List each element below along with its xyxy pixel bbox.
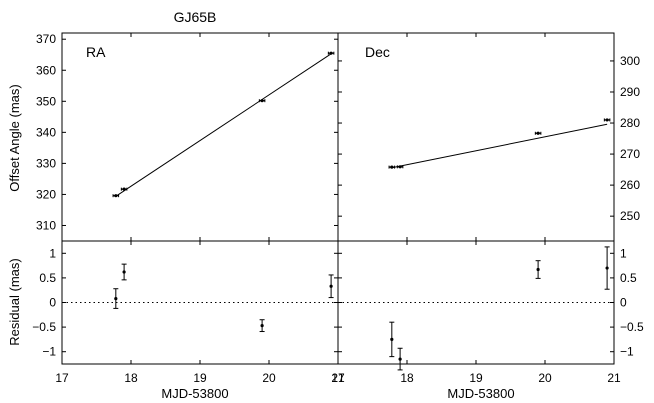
point-marker bbox=[605, 266, 609, 270]
x-tick-label: 19 bbox=[193, 371, 207, 385]
dec-residual-panel: 1 0.5 0 −0.5 −1 17 18 19 20 21 bbox=[331, 240, 644, 385]
y-tick-label: 0.5 bbox=[39, 271, 56, 285]
right-x-axis-label: MJD-53800 bbox=[447, 386, 514, 401]
data-point bbox=[534, 131, 542, 135]
x-tick-label: 17 bbox=[55, 371, 69, 385]
point-marker bbox=[114, 296, 118, 301]
x-tick-label: 21 bbox=[607, 371, 621, 385]
data-point bbox=[388, 165, 396, 169]
y-tick-label: 290 bbox=[620, 85, 640, 99]
y-tick-label: 270 bbox=[620, 147, 640, 161]
dec-top-frame bbox=[337, 32, 615, 242]
point-marker bbox=[398, 357, 402, 361]
plot-layer: 310 320 330 340 350 360 370 250 260 270 280 290 300 1… bbox=[32, 32, 644, 385]
point-marker bbox=[398, 165, 402, 169]
ra-panel-label: RA bbox=[86, 44, 106, 60]
point-marker bbox=[260, 324, 264, 328]
point-marker bbox=[122, 187, 126, 191]
y-tick-label: 0 bbox=[49, 296, 56, 310]
x-tick-label: 17 bbox=[331, 371, 345, 385]
fit-line bbox=[391, 123, 608, 169]
x-tick-label: 21 bbox=[331, 371, 345, 385]
data-point bbox=[389, 321, 395, 358]
data-point bbox=[328, 274, 334, 299]
point-marker bbox=[260, 99, 264, 103]
point-marker bbox=[605, 118, 609, 122]
dec-top-panel: 250 260 270 280 290 300 bbox=[337, 32, 640, 242]
data-point bbox=[397, 347, 403, 371]
y-tick-label: 0.5 bbox=[620, 271, 637, 285]
y-tick-label: −0.5 bbox=[32, 320, 56, 334]
y-tick-label: 360 bbox=[36, 63, 56, 77]
y-tick-label: 300 bbox=[620, 54, 640, 68]
point-marker bbox=[114, 194, 118, 198]
point-marker bbox=[329, 51, 333, 55]
y-tick-label: 320 bbox=[36, 187, 56, 201]
data-point bbox=[258, 99, 266, 103]
y-tick-label: 1 bbox=[620, 246, 627, 260]
y-tick-label: 370 bbox=[36, 32, 56, 46]
point-marker bbox=[390, 165, 394, 169]
residual-axis-label: Residual (mas) bbox=[7, 258, 22, 345]
ra-top-panel: 310 320 330 340 350 360 370 bbox=[36, 32, 339, 242]
x-tick-label: 20 bbox=[262, 371, 276, 385]
ra-top-frame bbox=[61, 32, 339, 242]
y-tick-label: 310 bbox=[36, 218, 56, 232]
figure-title: GJ65B bbox=[174, 9, 217, 25]
y-tick-label: 0 bbox=[620, 296, 627, 310]
data-point bbox=[535, 260, 541, 279]
data-point bbox=[327, 51, 335, 55]
data-point bbox=[603, 118, 611, 122]
y-tick-label: 260 bbox=[620, 178, 640, 192]
point-marker bbox=[536, 267, 540, 272]
fit-line bbox=[115, 53, 332, 197]
y-tick-label: 340 bbox=[36, 125, 56, 139]
point-marker bbox=[329, 284, 333, 288]
offset-angle-axis-label: Offset Angle (mas) bbox=[7, 84, 22, 191]
y-tick-label: −0.5 bbox=[620, 320, 644, 334]
point-marker bbox=[122, 270, 126, 274]
y-tick-label: 280 bbox=[620, 116, 640, 130]
y-tick-label: −1 bbox=[42, 345, 56, 359]
data-point bbox=[604, 246, 610, 290]
x-tick-label: 19 bbox=[469, 371, 483, 385]
data-point bbox=[113, 288, 119, 309]
y-tick-label: −1 bbox=[620, 345, 634, 359]
point-marker bbox=[390, 337, 394, 341]
y-tick-label: 1 bbox=[49, 246, 56, 260]
point-marker bbox=[536, 131, 540, 135]
data-point bbox=[396, 165, 404, 169]
dec-panel-label: Dec bbox=[365, 44, 390, 60]
left-x-axis-label: MJD-53800 bbox=[161, 386, 228, 401]
y-tick-label: 330 bbox=[36, 156, 56, 170]
y-tick-label: 350 bbox=[36, 94, 56, 108]
ra-residual-panel: 1 0.5 0 −0.5 −1 17 18 19 20 21 bbox=[32, 240, 345, 385]
data-point bbox=[120, 187, 128, 191]
x-tick-label: 18 bbox=[400, 371, 414, 385]
data-point bbox=[112, 194, 120, 198]
data-point bbox=[259, 319, 265, 333]
y-tick-label: 250 bbox=[620, 209, 640, 223]
data-point bbox=[121, 263, 127, 281]
x-tick-label: 20 bbox=[538, 371, 552, 385]
x-tick-label: 18 bbox=[124, 371, 138, 385]
